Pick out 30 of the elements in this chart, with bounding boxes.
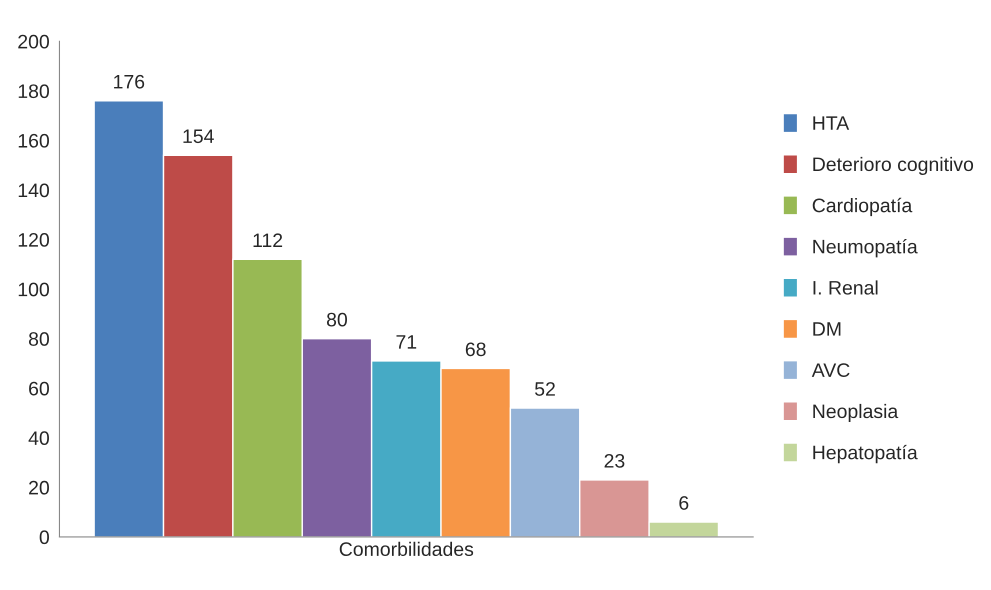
legend-label: HTA (813, 116, 850, 130)
legend-label: DM (813, 322, 840, 336)
legend-label: I. Renal (814, 280, 878, 295)
data-label: 71 (396, 335, 416, 349)
y-tick-label: 180 (18, 84, 49, 98)
data-label: 176 (114, 74, 144, 89)
y-tick-label: 140 (18, 183, 49, 198)
x-tick-label: Comorbilidades (340, 542, 474, 556)
legend-label: Deterioro cognitivo (813, 156, 974, 175)
legend-label: Hepatopatía (813, 444, 918, 464)
data-label: 80 (326, 312, 347, 326)
legend-label: Cardiopatía (812, 198, 912, 216)
y-tick-label: 120 (18, 233, 49, 247)
data-label: 154 (183, 130, 214, 144)
legend-label: Neoplasia (813, 404, 898, 422)
y-tick-label: 100 (18, 282, 49, 296)
data-label: 112 (254, 233, 282, 247)
y-tick-label: 40 (28, 431, 49, 446)
data-label: 23 (604, 454, 624, 468)
legend-label: Neumopatía (813, 238, 918, 258)
y-tick-label: 80 (28, 332, 49, 346)
data-label: 52 (535, 382, 555, 396)
y-tick-label: 160 (18, 134, 49, 148)
y-tick-label: 20 (29, 480, 49, 495)
y-tick-label: 200 (18, 34, 49, 49)
data-label: 68 (466, 342, 486, 356)
y-tick-label: 0 (40, 530, 49, 544)
legend-label: AVC (812, 363, 850, 378)
data-label: 6 (679, 496, 688, 510)
y-tick-label: 60 (29, 382, 49, 396)
